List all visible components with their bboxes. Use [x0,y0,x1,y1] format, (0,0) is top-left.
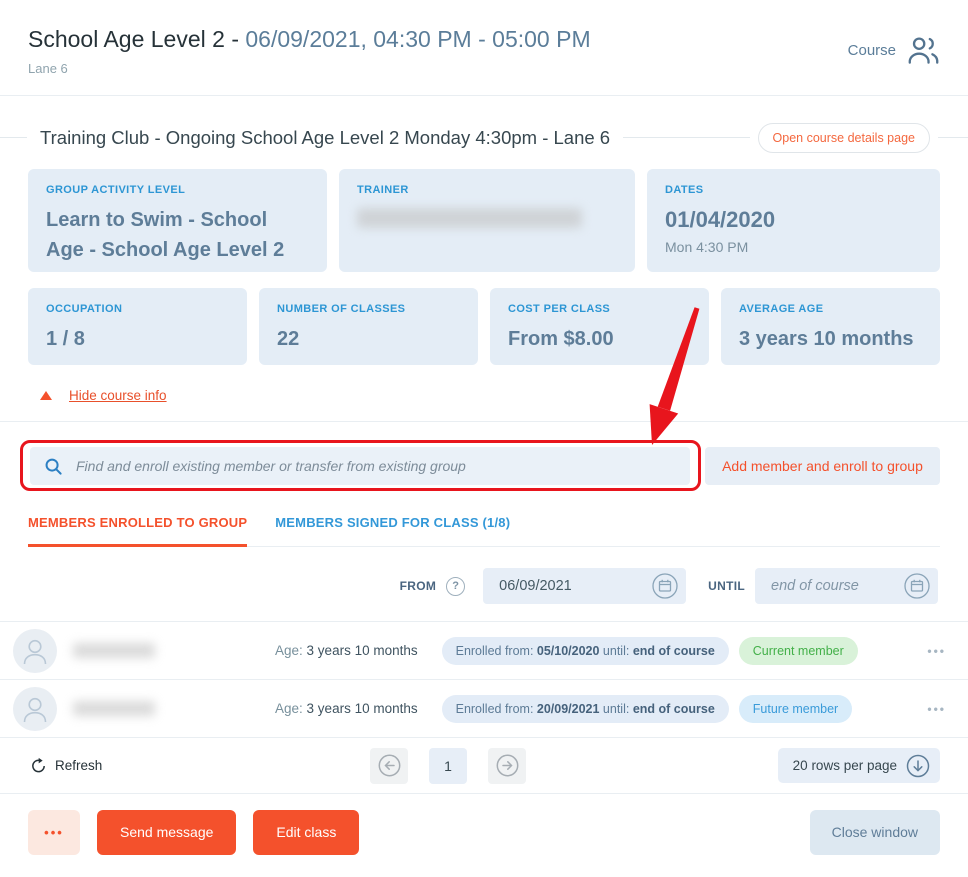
member-search-row: Add member and enroll to group [20,440,940,491]
card-value: From $8.00 [508,328,614,350]
member-age: Age: 3 years 10 months [275,643,418,658]
class-name: School Age Level 2 - [28,26,246,52]
window-header: School Age Level 2 - 06/09/2021, 04:30 P… [0,0,968,96]
member-age: Age: 3 years 10 months [275,701,418,716]
card-value: 22 [277,328,300,350]
card-value: 01/04/2020 [665,207,776,232]
tab-members-enrolled-to-group[interactable]: MEMBERS ENROLLED TO GROUP [28,509,248,547]
open-course-details-button[interactable]: Open course details page [757,122,930,153]
course-info-cards-row2: OCCUPATION 1 / 8 NUMBER OF CLASSES 22 CO… [28,288,940,365]
group-people-icon [907,36,940,65]
refresh-button[interactable]: Refresh [30,757,102,774]
close-window-button[interactable]: Close window [809,809,940,855]
course-type-tag: Course [848,36,940,65]
member-search-input[interactable] [74,457,676,475]
divider [623,137,750,138]
course-info-cards-row1: GROUP ACTIVITY LEVEL Learn to Swim - Sch… [28,169,940,272]
status-badge: Current member [738,636,858,665]
until-date-input[interactable] [769,577,904,595]
current-page-number: 1 [429,747,467,784]
lane-subtitle: Lane 6 [28,61,68,76]
divider [0,137,27,138]
cost-per-class-card: COST PER CLASS From $8.00 [490,288,709,365]
date-filter-row: FROM ? UNTIL [28,568,938,604]
card-value: 3 years 10 months [739,328,914,350]
edit-class-button[interactable]: Edit class [253,809,360,855]
action-bar: ••• Send message Edit class Close window [0,794,968,870]
card-label: OCCUPATION [46,303,123,315]
card-value: 1 / 8 [46,328,85,350]
previous-page-button[interactable] [370,747,408,784]
enrollment-period-badge: Enrolled from: 05/10/2020 until: end of … [441,636,729,665]
dates-card: DATES 01/04/2020 Mon 4:30 PM [647,169,940,272]
row-menu-button[interactable]: ••• [927,701,946,716]
send-message-button[interactable]: Send message [97,809,237,855]
until-date-field[interactable] [755,568,938,604]
calendar-icon[interactable] [652,573,678,599]
from-date-field[interactable] [483,568,687,604]
until-label: UNTIL [708,579,745,593]
chevron-down-circle-icon [906,754,930,778]
card-label: GROUP ACTIVITY LEVEL [46,184,186,196]
course-heading: Training Club - Ongoing School Age Level… [40,126,611,148]
member-search-field[interactable] [30,447,690,485]
help-icon[interactable]: ? [446,576,466,596]
hide-course-info-link[interactable]: Hide course info [69,388,167,403]
member-name-wrap [57,701,275,716]
list-footer: Refresh 1 20 rows per page [0,738,968,794]
member-row: Age: 3 years 10 months Enrolled from: 05… [0,622,968,680]
trainer-card: TRAINER [339,169,635,272]
number-of-classes-card: NUMBER OF CLASSES 22 [259,288,478,365]
more-actions-button[interactable]: ••• [28,809,80,855]
refresh-icon [30,757,47,774]
enrollment-period-badge: Enrolled from: 20/09/2021 until: end of … [441,694,729,723]
page-title: School Age Level 2 - 06/09/2021, 04:30 P… [28,24,591,54]
member-name-blurred [73,643,155,658]
member-tabs: MEMBERS ENROLLED TO GROUP MEMBERS SIGNED… [28,509,940,547]
avatar [13,686,57,731]
row-menu-button[interactable]: ••• [927,643,946,658]
from-date-input[interactable] [497,577,653,595]
card-label: AVERAGE AGE [739,303,824,315]
header-titles: School Age Level 2 - 06/09/2021, 04:30 P… [28,24,591,76]
card-label: DATES [665,184,704,196]
next-page-button[interactable] [488,747,526,784]
member-row: Age: 3 years 10 months Enrolled from: 20… [0,680,968,738]
card-subvalue: Mon 4:30 PM [665,239,749,255]
status-badge: Future member [738,694,853,723]
tab-members-signed-for-class[interactable]: MEMBERS SIGNED FOR CLASS (1/8) [275,515,511,530]
pagination: 1 [370,747,526,784]
group-activity-level-card: GROUP ACTIVITY LEVEL Learn to Swim - Sch… [28,169,327,272]
average-age-card: AVERAGE AGE 3 years 10 months [721,288,940,365]
rows-per-page-select[interactable]: 20 rows per page [777,748,940,783]
card-value: Learn to Swim - School Age - School Age … [46,209,285,261]
search-icon [44,457,63,476]
class-datetime: 06/09/2021, 04:30 PM - 05:00 PM [245,26,591,52]
card-label: NUMBER OF CLASSES [277,303,406,315]
course-type-label: Course [847,42,896,59]
card-label: COST PER CLASS [508,303,611,315]
add-member-button[interactable]: Add member and enroll to group [705,447,940,485]
divider [938,137,968,138]
avatar [13,628,57,673]
collapse-triangle-icon [40,391,52,400]
course-section-header: Training Club - Ongoing School Age Level… [0,122,968,153]
from-label: FROM [399,579,437,593]
trainer-name-blurred [357,208,582,228]
occupation-card: OCCUPATION 1 / 8 [28,288,247,365]
calendar-icon[interactable] [904,573,930,599]
member-name-blurred [73,701,155,716]
divider [0,421,968,422]
card-label: TRAINER [357,184,409,196]
course-info-toggle-row: Hide course info [40,387,940,404]
member-list: Age: 3 years 10 months Enrolled from: 05… [0,621,968,738]
member-name-wrap [57,643,275,658]
